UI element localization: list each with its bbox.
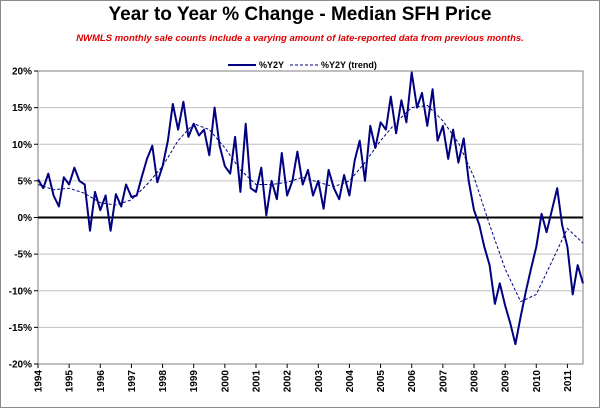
x-tick-label: 2009: [501, 370, 512, 393]
x-tick-label: 2001: [252, 370, 263, 393]
legend: %Y2Y %Y2Y (trend): [228, 60, 377, 70]
chart-title: Year to Year % Change - Median SFH Price: [108, 4, 492, 25]
x-tick-label: 1998: [158, 370, 169, 393]
series-y2y-line: [37, 71, 584, 346]
y-tick-label: -20%: [9, 360, 32, 371]
y-tick-label: 5%: [18, 176, 33, 187]
series-trend-line: [37, 104, 584, 303]
series-layer: [37, 71, 584, 346]
y-tick-label: -10%: [9, 286, 32, 297]
y-tick-label: 0%: [18, 213, 33, 224]
x-tick-label: 1994: [34, 370, 45, 393]
y-tick-label: 15%: [12, 103, 32, 114]
legend-label-y2y: %Y2Y: [259, 60, 284, 70]
x-tick-label: 2007: [438, 370, 449, 393]
y-tick-label: -5%: [14, 250, 32, 261]
x-tick-label: 2008: [470, 370, 481, 393]
x-tick-label: 2010: [532, 370, 543, 393]
y-tick-label: 20%: [12, 67, 32, 78]
legend-label-trend: %Y2Y (trend): [321, 60, 377, 70]
x-tick-label: 2011: [563, 370, 574, 392]
x-tick-label: 1995: [65, 370, 76, 393]
x-tick-label: 2005: [376, 370, 387, 393]
x-tick-label: 2002: [283, 370, 294, 393]
x-tick-label: 2006: [407, 370, 418, 393]
y-tick-label: 10%: [12, 140, 32, 151]
y-tick-label: -15%: [9, 323, 32, 334]
x-tick-label: 2004: [345, 370, 356, 393]
x-tick-label: 2000: [220, 370, 231, 393]
x-tick-label: 1997: [127, 370, 138, 393]
y-axis: 20% 15% 10% 5% 0% -5% -10% -15% -20%: [9, 67, 38, 371]
x-tick-label: 2003: [314, 370, 325, 393]
x-tick-label: 1996: [96, 370, 107, 393]
x-axis: 1994 1995 1996 1997 1998 1999 2000 2001 2002 2003…: [34, 364, 574, 392]
x-tick-label: 1999: [189, 370, 200, 393]
chart-subtitle: NWMLS monthly sale counts include a vary…: [76, 33, 524, 44]
